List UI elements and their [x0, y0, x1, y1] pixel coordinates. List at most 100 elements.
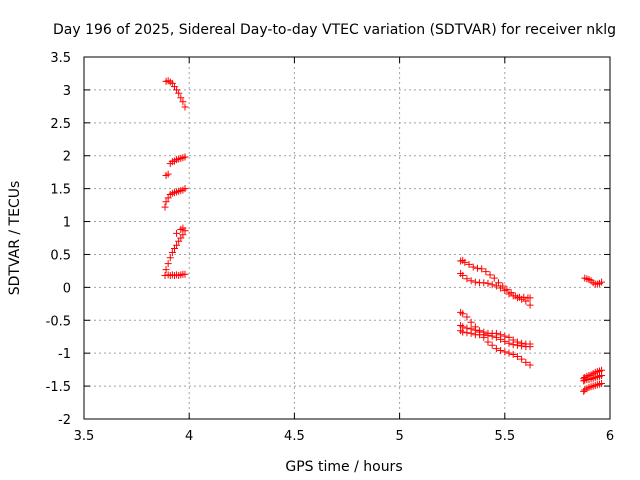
data-point	[505, 333, 513, 341]
x-tick-labels: 3.5 4 4.5 5 5.5 6	[74, 429, 614, 444]
data-point	[467, 329, 475, 337]
data-point	[484, 279, 492, 287]
data-point	[497, 335, 505, 343]
data-point	[459, 272, 467, 280]
data-point	[478, 265, 486, 273]
data-point	[598, 366, 606, 374]
y-tick-label: 2	[63, 150, 71, 165]
y-tick-labels: 3.5 3 2.5 2 1.5 1 0.5 0 -0.5 -1 -1.5 -2	[46, 51, 71, 428]
data-point	[497, 347, 505, 355]
data-point	[463, 275, 471, 283]
data-point	[522, 358, 530, 366]
data-point	[488, 332, 496, 340]
data-point	[526, 361, 534, 369]
data-point	[480, 279, 488, 287]
data-point	[501, 348, 509, 356]
data-point	[181, 270, 189, 278]
data-point	[181, 185, 189, 193]
y-tick-label: 1	[63, 216, 71, 231]
data-point	[461, 258, 469, 266]
x-tick-label: 4.5	[284, 429, 305, 444]
data-point	[501, 337, 509, 345]
data-point	[162, 266, 170, 274]
data-point	[177, 94, 185, 102]
data-point	[463, 313, 471, 321]
data-point	[598, 278, 606, 286]
data-point	[518, 342, 526, 350]
data-point	[488, 341, 496, 349]
y-tick-label: 3	[63, 84, 71, 99]
data-point	[505, 339, 513, 347]
y-tick-label: 3.5	[50, 51, 71, 66]
data-point	[467, 277, 475, 285]
data-point	[173, 229, 181, 237]
data-point	[480, 331, 488, 339]
data-point	[526, 343, 534, 351]
plot-frame	[83, 56, 611, 420]
data-point	[484, 338, 492, 346]
data-point	[486, 271, 494, 279]
axis-ticks	[83, 56, 611, 420]
data-point	[181, 103, 189, 111]
data-point	[492, 333, 500, 341]
data-point	[175, 89, 183, 97]
data-point	[482, 268, 490, 276]
data-point	[179, 98, 187, 106]
data-point	[490, 274, 498, 282]
data-points	[161, 77, 606, 395]
data-point	[484, 331, 492, 339]
data-point	[497, 284, 505, 292]
y-tick-label: -2	[58, 413, 71, 428]
data-point	[526, 301, 534, 309]
y-axis-label: SDTVAR / TECUs	[7, 181, 23, 296]
y-tick-label: -1.5	[46, 380, 71, 395]
data-point	[179, 224, 187, 232]
data-point	[164, 170, 172, 178]
grid-lines	[84, 57, 610, 419]
data-point	[161, 203, 169, 211]
data-point	[509, 292, 517, 300]
data-point	[505, 290, 513, 298]
data-point	[168, 248, 176, 256]
data-point	[518, 295, 526, 303]
x-tick-label: 4	[185, 429, 193, 444]
x-tick-label: 5	[395, 429, 403, 444]
data-point	[463, 329, 471, 337]
data-point	[179, 231, 187, 239]
data-point	[513, 294, 521, 302]
data-point	[166, 254, 174, 262]
data-point	[162, 198, 170, 206]
y-tick-label: 1.5	[50, 183, 71, 198]
data-point	[598, 379, 606, 387]
y-tick-label: -0.5	[46, 314, 71, 329]
x-tick-label: 6	[606, 429, 614, 444]
chart-title: Day 196 of 2025, Sidereal Day-to-day VTE…	[53, 22, 616, 38]
data-point	[459, 328, 467, 336]
data-point	[492, 345, 500, 353]
data-point	[509, 350, 517, 358]
data-point	[501, 287, 509, 295]
data-point	[467, 318, 475, 326]
data-point	[473, 264, 481, 272]
data-point	[513, 341, 521, 349]
data-point	[469, 263, 477, 271]
data-point	[488, 281, 496, 289]
data-point	[173, 241, 181, 249]
data-point	[505, 349, 513, 357]
data-point	[526, 294, 534, 302]
x-tick-label: 5.5	[494, 429, 515, 444]
data-point	[471, 278, 479, 286]
data-point	[509, 341, 517, 349]
data-point	[181, 153, 189, 161]
data-point	[164, 260, 172, 268]
x-axis-label: GPS time / hours	[285, 459, 402, 475]
y-tick-label: -1	[58, 347, 71, 362]
data-point	[459, 310, 467, 318]
data-point	[465, 260, 473, 268]
y-tick-label: 2.5	[50, 117, 71, 132]
x-tick-label: 3.5	[74, 429, 95, 444]
y-tick-label: 0.5	[50, 248, 71, 263]
y-tick-label: 0	[63, 281, 71, 296]
data-point	[518, 355, 526, 363]
